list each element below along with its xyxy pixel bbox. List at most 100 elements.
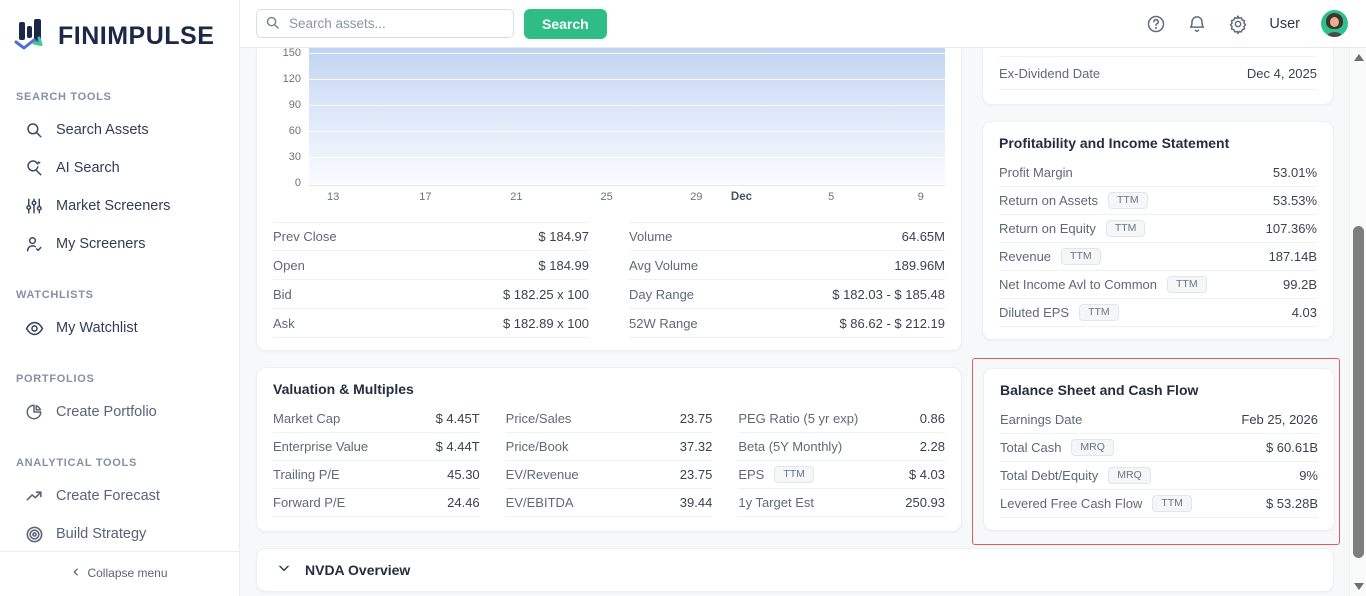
nav-section-portfolios: PORTFOLIOS <box>16 373 95 385</box>
sidebar-item-label: AI Search <box>56 160 120 176</box>
x-axis-tick-month: Dec <box>730 191 753 203</box>
quote-row: Avg Volume 189.96M <box>629 251 945 280</box>
chart-fill <box>309 48 945 186</box>
quote-row: 52W Range $ 86.62 - $ 212.19 <box>629 309 945 338</box>
collapse-menu-label: Collapse menu <box>87 566 168 580</box>
brand-name: FINIMPULSE <box>58 22 215 50</box>
mrq-badge: MRQ <box>1071 439 1114 456</box>
user-avatar[interactable] <box>1321 10 1348 37</box>
quote-row: Bid $ 182.25 x 100 <box>273 280 589 309</box>
sidebar-item-label: Build Strategy <box>56 526 147 542</box>
sidebar-item-market-screeners[interactable]: Market Screeners <box>14 187 225 225</box>
ai-search-icon <box>24 158 44 178</box>
y-axis-tick: 90 <box>288 99 301 111</box>
collapse-menu-button[interactable]: Collapse menu <box>71 566 168 580</box>
scroll-down-arrow[interactable] <box>1354 583 1364 590</box>
stat-row: 1y Target Est 250.93 <box>738 489 946 517</box>
stat-row: Revenue TTM 187.14B <box>999 243 1317 271</box>
stat-row: Ex-Dividend Date Dec 4, 2025 <box>999 56 1317 90</box>
stat-row: Total Cash MRQ $ 60.61B <box>1000 434 1318 462</box>
quote-row: Open $ 184.99 <box>273 251 589 280</box>
card-title: Profitability and Income Statement <box>999 135 1230 151</box>
help-icon[interactable] <box>1146 14 1166 34</box>
trend-up-icon <box>24 486 44 506</box>
topbar: Search User <box>240 0 1366 48</box>
quote-row: Ask $ 182.89 x 100 <box>273 309 589 338</box>
stat-row: Market Cap $ 4.45T <box>273 405 480 433</box>
x-axis-tick: 25 <box>600 191 613 203</box>
stat-row: Levered Free Cash Flow TTM $ 53.28B <box>1000 490 1318 518</box>
sidebar-item-create-portfolio[interactable]: Create Portfolio <box>14 393 225 431</box>
valuation-card: Valuation & Multiples Market Cap $ 4.45T … <box>256 367 962 532</box>
stat-row: PEG Ratio (5 yr exp) 0.86 <box>738 405 946 433</box>
price-chart-card: 150 120 90 60 30 0 13 17 21 25 29 Dec <box>256 48 962 351</box>
chevron-down-icon <box>277 561 291 580</box>
nvda-overview-toggle[interactable]: NVDA Overview <box>256 548 1334 592</box>
sidebar-item-my-watchlist[interactable]: My Watchlist <box>14 309 225 347</box>
stat-row: Enterprise Value $ 4.44T <box>273 433 480 461</box>
x-axis-tick: 17 <box>419 191 432 203</box>
y-axis-tick: 0 <box>294 177 301 189</box>
avatar-face <box>1330 17 1339 27</box>
ttm-badge: TTM <box>1108 192 1148 209</box>
avatar-body <box>1327 32 1342 37</box>
stat-row: Net Income Avl to Common TTM 99.2B <box>999 271 1317 299</box>
y-axis-tick: 120 <box>282 73 301 85</box>
bell-icon[interactable] <box>1187 14 1207 34</box>
ttm-badge: TTM <box>1105 220 1146 237</box>
stat-row: Return on Equity TTM 107.36% <box>999 215 1317 243</box>
search-icon <box>24 120 44 140</box>
dividend-card: Ex-Dividend Date Dec 4, 2025 <box>982 48 1334 105</box>
stat-row: Forward P/E 24.46 <box>273 489 480 517</box>
search-icon <box>265 15 280 35</box>
search-button[interactable]: Search <box>524 8 607 39</box>
profitability-card: Profitability and Income Statement Profi… <box>982 121 1334 340</box>
ttm-badge: TTM <box>1061 248 1101 265</box>
card-title: Valuation & Multiples <box>273 381 414 397</box>
stat-row: EV/EBITDA 39.44 <box>505 489 713 517</box>
y-axis-tick: 60 <box>288 125 301 137</box>
card-title: Balance Sheet and Cash Flow <box>1000 382 1199 398</box>
stat-row: Earnings Date Feb 25, 2026 <box>1000 406 1318 434</box>
topbar-actions: User <box>1146 10 1348 37</box>
scrollbar-thumb[interactable] <box>1353 226 1364 558</box>
nav-section-watchlists: WATCHLISTS <box>16 289 94 301</box>
search-input[interactable] <box>256 9 514 38</box>
person-check-icon <box>24 234 44 254</box>
x-axis-tick: 21 <box>510 191 523 203</box>
sidebar-item-create-forecast[interactable]: Create Forecast <box>14 477 225 515</box>
sidebar-item-label: Search Assets <box>56 122 149 138</box>
sidebar-item-label: Create Portfolio <box>56 404 157 420</box>
stat-row: EV/Revenue 23.75 <box>505 461 713 489</box>
sidebar-item-label: Create Forecast <box>56 488 160 504</box>
ttm-badge: TTM <box>774 466 814 483</box>
sidebar-item-label: My Watchlist <box>56 320 138 336</box>
quote-summary-table: Prev Close $ 184.97 Open $ 184.99 Bid $ 182… <box>273 222 945 338</box>
ttm-badge: TTM <box>1167 276 1207 293</box>
gear-icon[interactable] <box>1228 14 1248 34</box>
y-axis-tick: 150 <box>282 48 301 59</box>
sliders-icon <box>24 196 44 216</box>
sidebar-item-ai-search[interactable]: AI Search <box>14 149 225 187</box>
x-axis-line <box>309 185 945 186</box>
balance-sheet-card: Balance Sheet and Cash Flow Earnings Dat… <box>983 368 1335 531</box>
vertical-scrollbar[interactable] <box>1349 48 1366 596</box>
price-area-chart: 150 120 90 60 30 0 <box>283 48 945 189</box>
user-label: User <box>1269 15 1300 32</box>
sidebar-item-build-strategy[interactable]: Build Strategy <box>14 515 225 553</box>
sidebar: FINIMPULSE SEARCH TOOLS Search Assets AI… <box>0 0 240 596</box>
y-axis-tick: 30 <box>288 151 301 163</box>
sidebar-nav: SEARCH TOOLS Search Assets AI Search Mar… <box>0 91 239 553</box>
x-axis-tick: 29 <box>690 191 703 203</box>
target-icon <box>24 524 44 544</box>
sidebar-item-search-assets[interactable]: Search Assets <box>14 111 225 149</box>
eye-icon <box>24 318 44 338</box>
sidebar-item-my-screeners[interactable]: My Screeners <box>14 225 225 263</box>
x-axis-tick: 5 <box>828 191 835 203</box>
scroll-up-arrow[interactable] <box>1354 54 1364 61</box>
overview-title: NVDA Overview <box>305 562 411 578</box>
stat-row: EPS TTM $ 4.03 <box>738 461 946 489</box>
sidebar-item-label: My Screeners <box>56 236 146 252</box>
quote-row: Volume 64.65M <box>629 222 945 251</box>
brand-logo-icon <box>10 14 50 59</box>
